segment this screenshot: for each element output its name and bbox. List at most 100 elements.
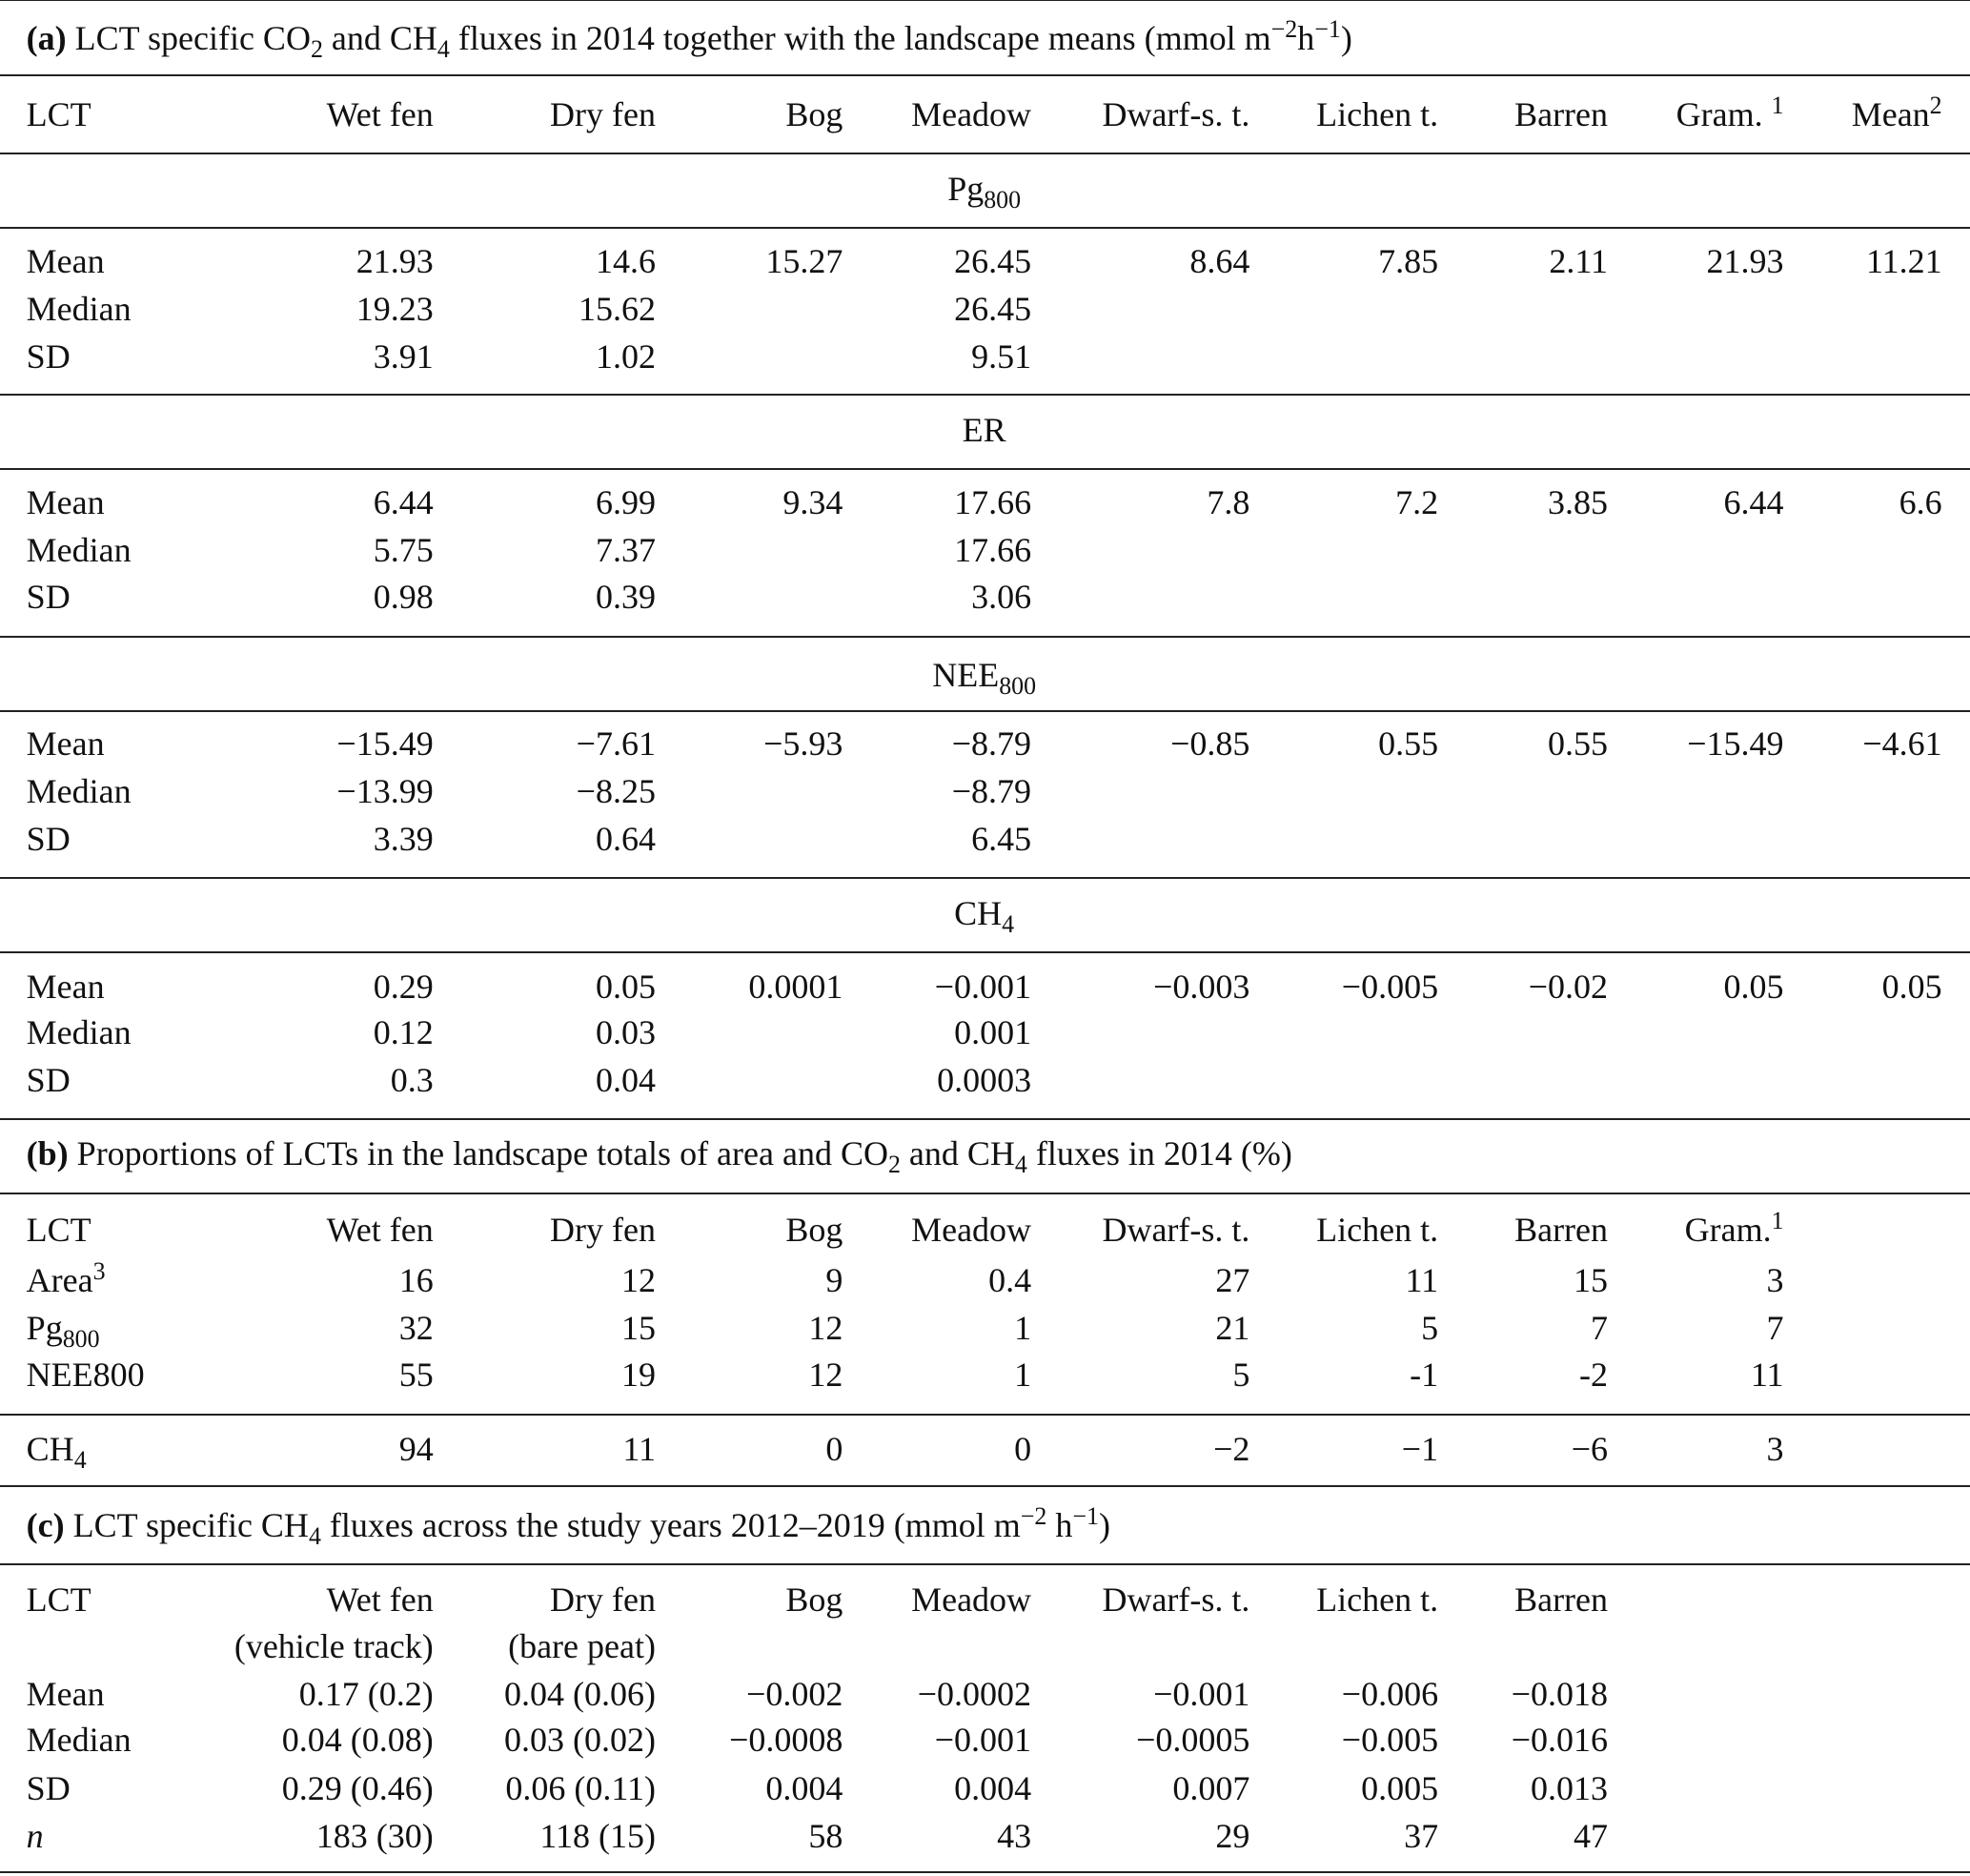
table-cell: 19.23 [355, 290, 434, 329]
column-header: Dry fen [550, 1211, 656, 1250]
section-label: NEE800 [932, 655, 1037, 700]
table-rule [0, 709, 1970, 712]
table-rule [0, 877, 1970, 880]
table-cell: 3.39 [373, 820, 434, 859]
column-header: Lichen t. [1316, 1211, 1439, 1250]
table-cell: 0.29 [373, 967, 434, 1006]
column-header: Dwarf-s. t. [1102, 1211, 1250, 1250]
table-cell: 0.013 [1531, 1768, 1609, 1807]
table-cell: −0.016 [1511, 1721, 1609, 1760]
table-cell: −0.0002 [917, 1674, 1032, 1713]
table-cell: 7.2 [1395, 483, 1439, 522]
column-header: Dry fen [550, 94, 656, 133]
table-cell: −0.02 [1528, 967, 1609, 1006]
table-cell: 0.64 [595, 820, 656, 859]
section-label: ER [962, 410, 1006, 449]
column-header: Meadow [911, 1580, 1032, 1619]
table-cell: 3.85 [1548, 483, 1609, 522]
table-cell: −0.005 [1341, 967, 1439, 1006]
table-cell: −15.49 [336, 724, 434, 764]
column-header: Lichen t. [1316, 1580, 1439, 1619]
table-cell: −0.018 [1511, 1674, 1609, 1713]
table-cell: 15 [620, 1309, 656, 1348]
table-cell: 11 [1405, 1261, 1439, 1300]
table-cell: 3 [1766, 1261, 1784, 1300]
table-rule [0, 467, 1970, 470]
table-cell: 27 [1215, 1261, 1250, 1300]
column-header: LCT [26, 1580, 91, 1619]
table-cell: 0 [825, 1429, 843, 1468]
table-rule [0, 393, 1970, 396]
table-cell: 0.55 [1378, 724, 1439, 764]
column-header: Wet fen [326, 94, 434, 133]
table-cell: 47 [1574, 1816, 1609, 1855]
row-label: Mean [26, 967, 105, 1006]
table-cell: 43 [997, 1816, 1032, 1855]
table-cell: 12 [808, 1355, 843, 1394]
table-rule [0, 1562, 1970, 1565]
table-cell: 15.62 [578, 290, 656, 329]
table-cell: −4.61 [1862, 724, 1942, 764]
column-header: Dwarf-s. t. [1102, 1580, 1250, 1619]
table-cell: 6.45 [971, 820, 1032, 859]
table-cell: 0.004 [954, 1768, 1032, 1807]
table-cell: −8.25 [576, 772, 656, 811]
table-cell: 94 [398, 1429, 434, 1468]
table-cell: 0.004 [765, 1768, 843, 1807]
table-rule [0, 1193, 1970, 1195]
row-label: Median [26, 531, 132, 570]
table-cell: 6.44 [1723, 483, 1784, 522]
table-cell: 0.001 [954, 1013, 1032, 1052]
row-label: Mean [26, 242, 105, 281]
row-label: Median [26, 290, 132, 329]
row-label: SD [26, 820, 71, 859]
table-rule [0, 636, 1970, 639]
table-cell: 0.05 [595, 967, 656, 1006]
table-cell: 21 [1215, 1309, 1250, 1348]
table-cell: −15.49 [1687, 724, 1784, 764]
row-label: SD [26, 1061, 71, 1100]
table-cell: 26.45 [954, 242, 1032, 281]
table-cell: 0.007 [1172, 1768, 1250, 1807]
part-a-title: (a) LCT specific CO2 and CH4 fluxes in 2… [26, 14, 1352, 63]
column-header: Wet fen [326, 1211, 434, 1250]
table-cell: 9.51 [971, 337, 1032, 377]
table-rule [0, 951, 1970, 954]
table-cell: 0.04 (0.06) [504, 1674, 656, 1713]
table-cell: 7.8 [1207, 483, 1250, 522]
row-label: Mean [26, 724, 105, 764]
table-cell: −0.001 [934, 967, 1032, 1006]
table-cell: 9.34 [782, 483, 843, 522]
table-cell: 0.39 [595, 578, 656, 617]
table-cell: 0.03 [595, 1013, 656, 1052]
table-cell: −0.002 [746, 1674, 843, 1713]
table-cell: 3.91 [373, 337, 434, 377]
table-rule [0, 226, 1970, 229]
table-cell: 118 (15) [539, 1816, 656, 1855]
table-cell: −0.006 [1341, 1674, 1439, 1713]
row-label: Pg800 [26, 1309, 100, 1353]
column-header: Barren [1514, 94, 1609, 133]
table-cell: −6 [1571, 1429, 1609, 1468]
table-cell: 21.93 [1706, 242, 1784, 281]
table-cell: 0.03 (0.02) [504, 1721, 656, 1760]
table-cell: 37 [1404, 1816, 1439, 1855]
table-cell: 16 [398, 1261, 434, 1300]
table-cell: 0.005 [1361, 1768, 1439, 1807]
column-header: Meadow [911, 1211, 1032, 1250]
row-label: n [26, 1816, 44, 1855]
table-cell: 0 [1014, 1429, 1032, 1468]
table-cell: 3.06 [971, 578, 1032, 617]
table-cell: 6.99 [595, 483, 656, 522]
table-cell: 58 [808, 1816, 843, 1855]
table-cell: −13.99 [336, 772, 434, 811]
table-rule [0, 0, 1970, 1]
column-header: Dwarf-s. t. [1102, 94, 1250, 133]
table-cell: −0.005 [1341, 1721, 1439, 1760]
table-cell: 0.55 [1548, 724, 1609, 764]
table-cell: 5.75 [373, 531, 434, 570]
column-header: Barren [1514, 1580, 1609, 1619]
row-label: Area3 [26, 1257, 106, 1300]
table-cell: 0.05 [1723, 967, 1784, 1006]
table-cell: −1 [1401, 1429, 1439, 1468]
